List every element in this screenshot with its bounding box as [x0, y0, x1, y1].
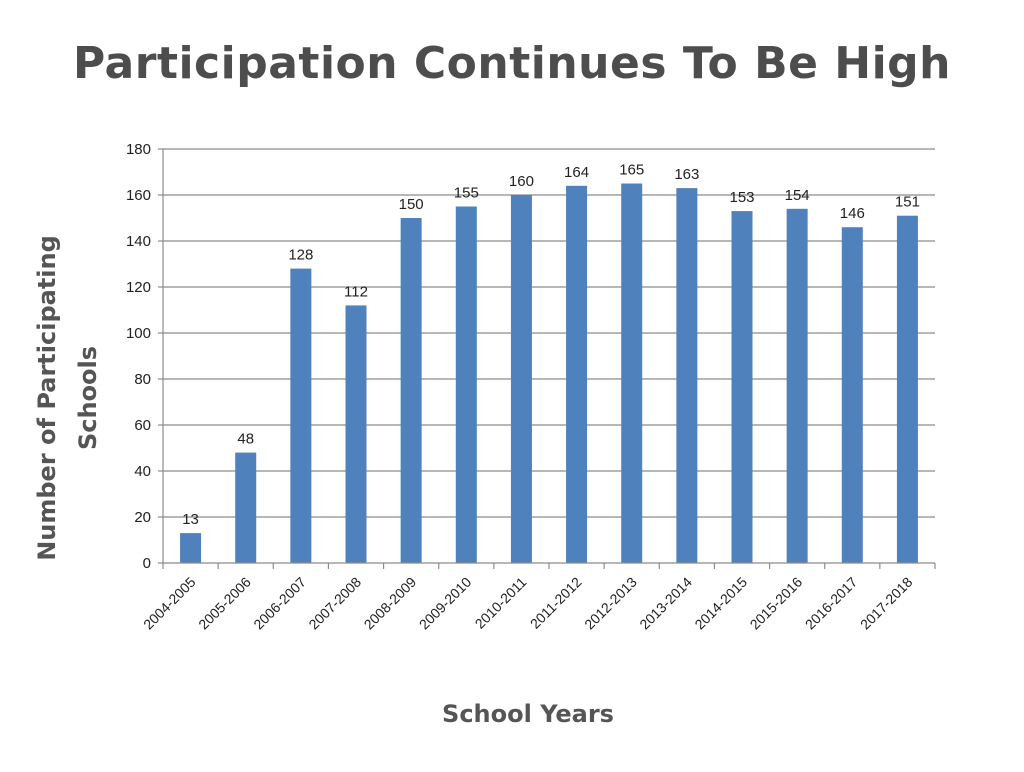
- data-label: 151: [895, 194, 920, 211]
- bar: [896, 215, 918, 563]
- bar: [180, 533, 202, 563]
- x-tick-label: 2014-2015: [691, 574, 750, 633]
- x-tick-label: 2010-2011: [472, 574, 530, 632]
- bar: [731, 211, 753, 563]
- data-label: 153: [729, 189, 754, 206]
- data-label: 146: [840, 205, 865, 222]
- x-tick-label: 2011-2012: [527, 574, 585, 632]
- bar: [786, 208, 808, 564]
- data-label: 165: [619, 162, 644, 179]
- x-tick-label: 2013-2014: [636, 574, 695, 633]
- y-tick-label: 140: [126, 233, 151, 250]
- data-labels: 13 48 128 112 150 155 160 164 165 163 153 154 146 151: [182, 162, 920, 529]
- y-tick-label: 160: [126, 187, 151, 204]
- axis-titles: School Years Number of Participating Sch…: [33, 235, 614, 728]
- x-tick-labels: 2004-20052005-20062006-20072007-20082008…: [140, 574, 916, 633]
- bars: [180, 183, 918, 564]
- data-label: 150: [399, 196, 424, 213]
- gridlines: [163, 148, 935, 518]
- y-axis-title-line-2: Schools: [74, 346, 102, 450]
- x-tick-label: 2012-2013: [581, 574, 640, 633]
- x-tick-label: 2005-2006: [195, 574, 254, 633]
- bar: [566, 185, 588, 564]
- y-tick-label: 40: [134, 463, 151, 480]
- y-tick-label: 80: [134, 371, 151, 388]
- y-tick-label: 0: [143, 555, 151, 572]
- data-label: 160: [509, 173, 534, 190]
- data-label: 128: [288, 247, 313, 264]
- data-label: 155: [454, 185, 479, 202]
- x-tick-label: 2015-2016: [747, 574, 806, 633]
- bar: [235, 452, 257, 563]
- x-tick-label: 2016-2017: [802, 574, 861, 633]
- y-tick-label: 20: [134, 509, 151, 526]
- data-label: 13: [182, 511, 199, 528]
- bar: [841, 227, 863, 563]
- bar: [345, 305, 367, 563]
- bar: [290, 268, 312, 563]
- data-label: 164: [564, 164, 589, 181]
- bar: [400, 218, 422, 563]
- y-tick-label: 120: [126, 279, 151, 296]
- y-tick-label: 100: [126, 325, 151, 342]
- y-tick-label: 180: [126, 141, 151, 158]
- bar: [510, 195, 532, 563]
- bar: [676, 188, 698, 563]
- x-axis-title: School Years: [442, 700, 614, 728]
- x-tick-label: 2017-2018: [857, 574, 916, 633]
- x-tick-label: 2009-2010: [416, 574, 475, 633]
- data-label: 154: [785, 187, 810, 204]
- bar: [455, 206, 477, 563]
- data-label: 112: [344, 283, 368, 300]
- y-tick-label: 60: [134, 417, 151, 434]
- axes: [158, 148, 936, 569]
- x-tick-label: 2004-2005: [140, 574, 199, 633]
- data-label: 48: [237, 431, 254, 448]
- y-tick-labels: 0 20 40 60 80 100 120 140 160 180: [126, 141, 151, 572]
- x-tick-label: 2008-2009: [361, 574, 420, 633]
- x-tick-label: 2007-2008: [305, 574, 364, 633]
- bar: [621, 183, 643, 563]
- y-axis-title-line-1: Number of Participating: [33, 235, 61, 561]
- page-title: Participation Continues To Be High: [72, 38, 951, 89]
- data-label: 163: [674, 166, 699, 183]
- x-tick-label: 2006-2007: [250, 574, 309, 633]
